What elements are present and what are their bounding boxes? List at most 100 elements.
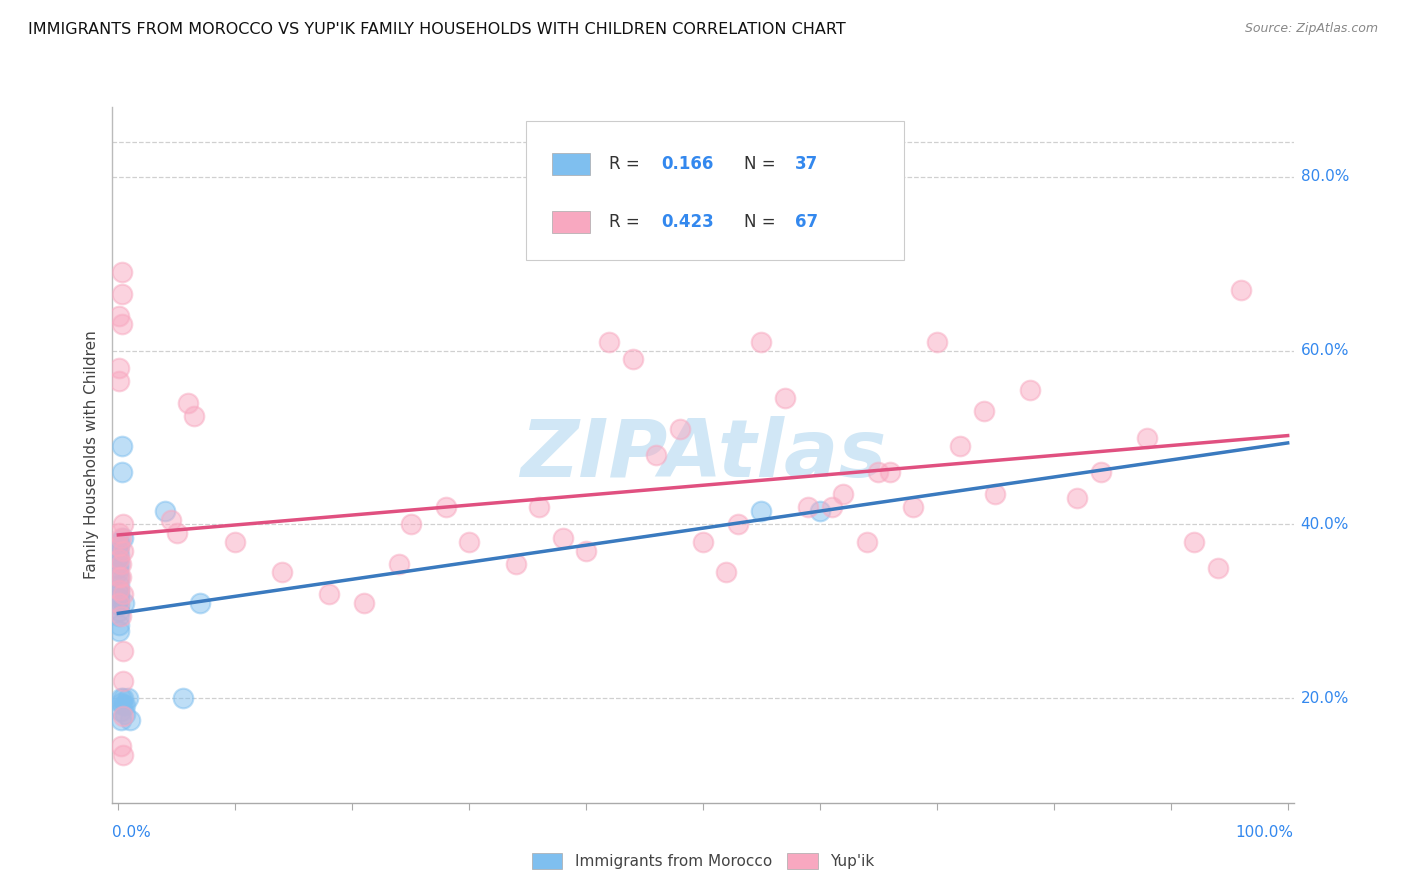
Point xyxy=(224,534,246,549)
Text: IMMIGRANTS FROM MOROCCO VS YUP'IK FAMILY HOUSEHOLDS WITH CHILDREN CORRELATION CH: IMMIGRANTS FROM MOROCCO VS YUP'IK FAMILY… xyxy=(28,22,846,37)
Point xyxy=(108,539,131,553)
Point xyxy=(949,439,972,453)
Point xyxy=(108,539,131,553)
Point xyxy=(1136,430,1159,444)
Point xyxy=(177,395,200,409)
Point xyxy=(110,557,132,571)
Text: 40.0%: 40.0% xyxy=(1301,517,1348,532)
Point xyxy=(598,334,620,349)
Text: R =: R = xyxy=(609,155,644,173)
Point xyxy=(108,596,131,610)
Point xyxy=(108,361,131,376)
Point xyxy=(621,352,644,367)
Point xyxy=(188,596,211,610)
Point xyxy=(1182,534,1205,549)
Point xyxy=(108,608,131,623)
Point xyxy=(111,531,134,545)
FancyBboxPatch shape xyxy=(551,211,589,233)
Point xyxy=(183,409,205,423)
Text: 20.0%: 20.0% xyxy=(1301,691,1348,706)
Legend: Immigrants from Morocco, Yup'ik: Immigrants from Morocco, Yup'ik xyxy=(526,847,880,875)
Point xyxy=(108,534,131,549)
Point xyxy=(118,713,141,727)
Point xyxy=(551,531,574,545)
Point xyxy=(727,517,749,532)
Point xyxy=(1230,283,1253,297)
Point xyxy=(108,552,131,566)
Point xyxy=(903,500,925,514)
Point xyxy=(110,531,132,545)
Text: 67: 67 xyxy=(796,213,818,231)
Point xyxy=(108,570,131,584)
Text: Source: ZipAtlas.com: Source: ZipAtlas.com xyxy=(1244,22,1378,36)
Point xyxy=(984,487,1007,501)
Text: 60.0%: 60.0% xyxy=(1301,343,1348,358)
Point xyxy=(117,691,139,706)
Point xyxy=(855,534,877,549)
Point xyxy=(353,596,375,610)
Point xyxy=(110,739,132,754)
Point xyxy=(458,534,481,549)
Point xyxy=(808,504,831,518)
Point xyxy=(107,552,129,566)
Point xyxy=(111,643,134,657)
Text: 80.0%: 80.0% xyxy=(1301,169,1348,184)
Point xyxy=(108,591,131,606)
Point xyxy=(575,543,598,558)
FancyBboxPatch shape xyxy=(551,153,589,175)
Point xyxy=(925,334,948,349)
Point xyxy=(1019,383,1042,397)
Point xyxy=(832,487,855,501)
Point xyxy=(108,374,131,388)
Point xyxy=(112,596,135,610)
Point xyxy=(271,566,294,580)
Point xyxy=(107,566,129,580)
Point xyxy=(114,698,136,713)
Point xyxy=(111,587,134,601)
Point xyxy=(773,392,796,406)
Point xyxy=(153,504,176,518)
Point xyxy=(434,500,457,514)
Point xyxy=(110,608,132,623)
Text: 37: 37 xyxy=(796,155,818,173)
Point xyxy=(108,582,131,597)
Point xyxy=(110,570,132,584)
Point xyxy=(111,439,134,453)
Point xyxy=(399,517,422,532)
Point xyxy=(879,466,901,480)
Text: ZIPAtlas: ZIPAtlas xyxy=(520,416,886,494)
Point xyxy=(111,698,134,713)
Point xyxy=(108,526,131,541)
Text: 100.0%: 100.0% xyxy=(1236,825,1294,840)
Point xyxy=(166,526,188,541)
Point xyxy=(107,543,129,558)
Y-axis label: Family Households with Children: Family Households with Children xyxy=(84,331,100,579)
Point xyxy=(108,570,131,584)
Point xyxy=(172,691,194,706)
Point xyxy=(111,318,134,332)
Point xyxy=(111,674,134,689)
Point xyxy=(111,747,134,762)
Point xyxy=(668,422,690,436)
Point xyxy=(751,334,773,349)
Point xyxy=(111,466,134,480)
Point xyxy=(505,557,527,571)
FancyBboxPatch shape xyxy=(526,121,904,260)
Point xyxy=(108,309,131,323)
Point xyxy=(111,691,134,706)
Point xyxy=(108,617,131,632)
Point xyxy=(751,504,773,518)
Point xyxy=(1206,561,1229,575)
Point xyxy=(108,582,131,597)
Point xyxy=(1090,466,1112,480)
Point xyxy=(820,500,842,514)
Point xyxy=(318,587,340,601)
Point xyxy=(868,466,890,480)
Point xyxy=(110,691,132,706)
Text: N =: N = xyxy=(744,155,782,173)
Point xyxy=(160,513,183,527)
Point xyxy=(108,557,131,571)
Text: 0.423: 0.423 xyxy=(662,213,714,231)
Point xyxy=(108,578,131,592)
Point xyxy=(110,713,132,727)
